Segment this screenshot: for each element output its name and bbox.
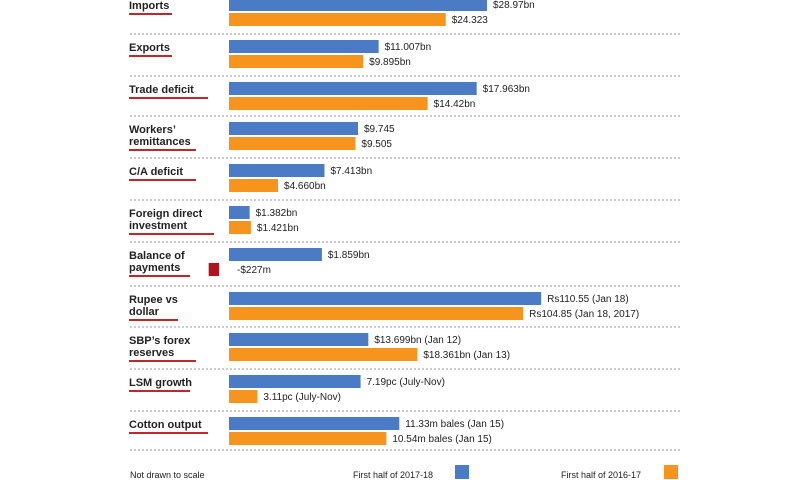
category-underline (129, 179, 196, 181)
category-underline (129, 360, 196, 362)
value-label-first_half_2016_17: 3.11pc (July-Nov) (263, 392, 341, 403)
value-label-first_half_2016_17: $24.323 (452, 15, 489, 26)
value-label-first_half_2017_18: Rs110.55 (Jan 18) (547, 294, 629, 305)
category-label: reserves (129, 347, 174, 359)
value-label-first_half_2017_18: 7.19pc (July-Nov) (367, 377, 445, 388)
category-underline (129, 390, 190, 392)
category-underline (129, 149, 196, 151)
value-label-first_half_2016_17: $9.895bn (369, 57, 411, 68)
category-label: remittances (129, 136, 191, 148)
category-underline (129, 432, 208, 434)
category-label: Rupee vs (129, 294, 178, 306)
indicator-row: C/A deficit $7.413bn $4.660bn (129, 157, 680, 192)
value-label-first_half_2016_17: -$227m (237, 265, 271, 276)
value-label-first_half_2016_17: 10.54m bales (Jan 15) (392, 434, 492, 445)
value-label-first_half_2017_18: $17.963bn (483, 84, 530, 95)
bar-first_half_2016_17 (229, 307, 524, 320)
value-label-first_half_2016_17: $9.505 (361, 139, 392, 150)
indicator-row: Cotton output 11.33m bales (Jan 15) 10.54m… (129, 410, 680, 445)
bar-first_half_2017_18 (229, 248, 322, 261)
value-label-first_half_2017_18: 11.33m bales (Jan 15) (405, 419, 504, 430)
bar-first_half_2016_17 (229, 221, 251, 234)
value-label-first_half_2017_18: $28.97bn (493, 0, 535, 11)
bar-first_half_2017_18 (229, 417, 400, 430)
not-to-scale-note: Not drawn to scale (130, 470, 205, 480)
indicator-row: Trade deficit $17.963bn $14.42bn (129, 75, 680, 110)
category-label: C/A deficit (129, 166, 183, 178)
bar-first_half_2016_17 (229, 348, 418, 361)
legend-label-2016-17: First half of 2016-17 (561, 470, 641, 480)
value-label-first_half_2016_17: Rs104.85 (Jan 18, 2017) (529, 309, 639, 320)
category-label: Foreign direct (129, 208, 203, 220)
category-underline (129, 13, 172, 15)
category-label: investment (129, 220, 187, 232)
bar-first_half_2016_17 (229, 13, 446, 26)
bar-first_half_2016_17 (229, 137, 356, 150)
bar-first_half_2016_17 (229, 179, 279, 192)
bar-first_half_2017_18 (229, 82, 477, 95)
bar-first_half_2017_18 (229, 292, 542, 305)
legend-swatch-2017-18 (455, 465, 469, 479)
indicator-row: LSM growth 7.19pc (July-Nov) 3.11pc (July-… (129, 368, 680, 403)
bar-first_half_2016_17 (229, 390, 258, 403)
bar-first_half_2016_17 (229, 432, 387, 445)
bar-first_half_2017_18 (229, 40, 379, 53)
indicator-row: Workers’remittances $9.745 $9.505 (129, 115, 680, 151)
bar-first_half_2016_17 (229, 55, 364, 68)
value-label-first_half_2016_17: $1.421bn (257, 223, 299, 234)
indicator-row: Exports $11.007bn $9.895bn (129, 33, 680, 68)
category-label: dollar (129, 306, 160, 318)
category-label: payments (129, 262, 180, 274)
value-label-first_half_2017_18: $7.413bn (330, 166, 372, 177)
category-label: LSM growth (129, 377, 192, 389)
category-underline (129, 275, 190, 277)
bar-first_half_2017_18 (229, 206, 250, 219)
value-label-first_half_2017_18: $13.699bn (Jan 12) (374, 335, 461, 346)
value-label-first_half_2017_18: $1.382bn (256, 208, 298, 219)
bar-first_half_2016_17 (208, 263, 219, 276)
bar-first_half_2017_18 (229, 333, 369, 346)
category-label: Cotton output (129, 419, 202, 431)
indicator-row: Imports $28.97bn $24.323 (129, 0, 535, 26)
value-label-first_half_2017_18: $1.859bn (328, 250, 370, 261)
bar-first_half_2017_18 (229, 375, 361, 388)
bar-first_half_2017_18 (229, 164, 325, 177)
category-label: Trade deficit (129, 84, 194, 96)
bar-first_half_2016_17 (229, 97, 428, 110)
category-label: Workers’ (129, 124, 176, 136)
legend-label-2017-18: First half of 2017-18 (353, 470, 433, 480)
category-underline (129, 319, 178, 321)
category-underline (129, 97, 208, 99)
bar-first_half_2017_18 (229, 0, 487, 11)
category-label: Imports (129, 0, 169, 12)
category-label: SBP’s forex (129, 335, 191, 347)
value-label-first_half_2017_18: $9.745 (364, 124, 395, 135)
category-underline (129, 233, 214, 235)
legend-swatch-2016-17 (664, 465, 678, 479)
category-label: Balance of (129, 250, 185, 262)
category-label: Exports (129, 42, 170, 54)
category-underline (129, 55, 172, 57)
value-label-first_half_2016_17: $14.42bn (434, 99, 476, 110)
bar-first_half_2017_18 (229, 122, 358, 135)
value-label-first_half_2016_17: $18.361bn (Jan 13) (423, 350, 510, 361)
value-label-first_half_2017_18: $11.007bn (385, 42, 432, 53)
value-label-first_half_2016_17: $4.660bn (284, 181, 326, 192)
